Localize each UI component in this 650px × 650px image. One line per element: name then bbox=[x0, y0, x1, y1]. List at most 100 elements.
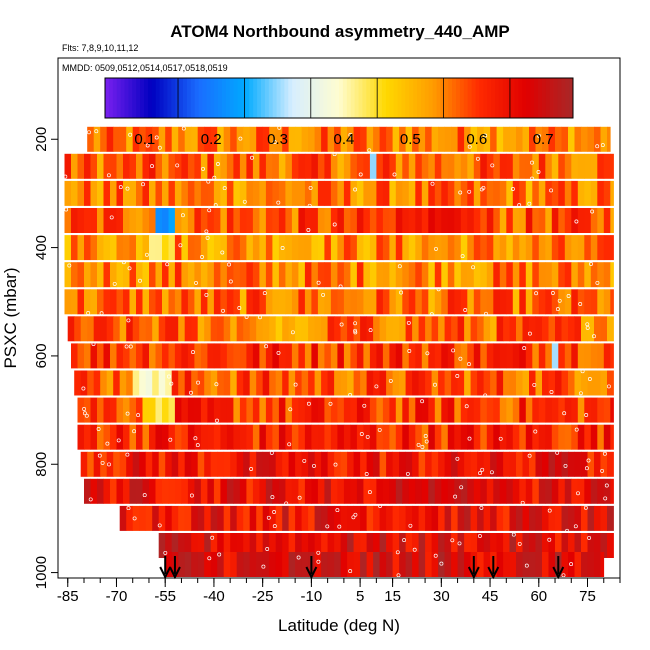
heatmap-cell bbox=[545, 343, 553, 369]
sample-point bbox=[439, 561, 444, 566]
heatmap-cell bbox=[467, 208, 475, 233]
heatmap-cell bbox=[97, 180, 104, 206]
heatmap-cell bbox=[295, 552, 302, 577]
sample-point bbox=[99, 311, 104, 316]
heatmap-cell bbox=[139, 316, 147, 342]
colorbar-segment bbox=[378, 78, 383, 118]
heatmap-cell bbox=[123, 235, 130, 261]
heatmap-cell bbox=[522, 126, 530, 152]
heatmap-cell bbox=[210, 505, 218, 531]
heatmap-cell bbox=[473, 424, 481, 450]
heatmap-cell bbox=[395, 397, 403, 423]
heatmap-cell bbox=[363, 343, 371, 369]
heatmap-cell bbox=[405, 370, 413, 396]
heatmap-cell bbox=[480, 289, 488, 315]
heatmap-cell bbox=[369, 153, 377, 179]
sample-point bbox=[228, 279, 233, 284]
heatmap-cell bbox=[532, 343, 540, 369]
heatmap-cell bbox=[77, 343, 85, 369]
heatmap-cell bbox=[356, 397, 364, 423]
heatmap-cell bbox=[428, 153, 436, 179]
heatmap-cell bbox=[311, 208, 319, 233]
sample-point bbox=[328, 401, 333, 406]
heatmap-cell bbox=[340, 370, 348, 396]
heatmap-cell bbox=[110, 235, 117, 261]
heatmap-cell bbox=[304, 235, 312, 261]
heatmap-cell bbox=[311, 262, 319, 288]
heatmap-cell bbox=[314, 451, 322, 477]
heatmap-cell bbox=[178, 552, 186, 577]
heatmap-cell bbox=[503, 552, 510, 577]
heatmap-cell bbox=[545, 180, 553, 206]
sample-point bbox=[217, 552, 222, 557]
heatmap-cell bbox=[275, 370, 283, 396]
sample-point bbox=[67, 263, 72, 268]
heatmap-cell bbox=[337, 424, 345, 450]
heatmap-cell bbox=[428, 343, 436, 369]
heatmap-cell bbox=[187, 208, 195, 233]
heatmap-cell bbox=[171, 126, 179, 152]
heatmap-cell bbox=[444, 552, 452, 577]
heatmap-cell bbox=[464, 533, 471, 558]
heatmap-cell bbox=[412, 552, 419, 577]
heatmap-cell bbox=[473, 180, 481, 206]
heatmap-cell bbox=[418, 552, 426, 577]
heatmap-cell bbox=[275, 451, 283, 477]
heatmap-cell bbox=[233, 397, 241, 423]
heatmap-cell bbox=[243, 505, 251, 531]
heatmap-cell bbox=[512, 235, 520, 261]
heatmap-cell bbox=[486, 262, 494, 288]
heatmap-cell bbox=[243, 533, 251, 558]
colorbar-segment bbox=[253, 78, 258, 118]
heatmap-cell bbox=[149, 478, 156, 504]
heatmap-cell bbox=[503, 533, 510, 558]
heatmap-cell bbox=[568, 552, 575, 577]
heatmap-cell bbox=[343, 180, 351, 206]
heatmap-cell bbox=[149, 424, 156, 450]
heatmap-cell bbox=[194, 153, 202, 179]
heatmap-cell bbox=[285, 262, 293, 288]
sample-point bbox=[517, 541, 522, 546]
sample-point bbox=[587, 535, 592, 540]
heatmap-cell bbox=[603, 208, 611, 233]
heatmap-cell bbox=[301, 126, 309, 152]
heatmap-cell bbox=[158, 533, 166, 558]
heatmap-cell bbox=[350, 180, 358, 206]
heatmap-cell bbox=[84, 424, 91, 450]
heatmap-cell bbox=[558, 153, 566, 179]
sample-point bbox=[436, 287, 441, 292]
colorbar-segment bbox=[292, 78, 297, 118]
heatmap-cell bbox=[412, 533, 419, 558]
heatmap-cell bbox=[568, 370, 575, 396]
heatmap-cell bbox=[402, 153, 410, 179]
sample-point bbox=[455, 456, 460, 461]
heatmap-cell bbox=[171, 451, 179, 477]
heatmap-cell bbox=[149, 397, 156, 423]
sample-point bbox=[116, 438, 121, 443]
colorbar-segment bbox=[409, 78, 414, 118]
heatmap-cell bbox=[191, 126, 199, 152]
heatmap-cell bbox=[174, 478, 182, 504]
colorbar-segment bbox=[194, 78, 200, 118]
heatmap-cell bbox=[431, 316, 439, 342]
sample-point bbox=[489, 470, 494, 475]
heatmap-cell bbox=[454, 153, 462, 179]
heatmap-cell bbox=[123, 343, 130, 369]
heatmap-cell bbox=[457, 126, 465, 152]
heatmap-cell bbox=[405, 533, 413, 558]
heatmap-cell bbox=[431, 533, 439, 558]
sample-point bbox=[238, 136, 243, 141]
sample-point bbox=[451, 348, 456, 353]
sample-point bbox=[201, 166, 205, 171]
heatmap-cell bbox=[142, 235, 150, 261]
heatmap-cell bbox=[311, 397, 319, 423]
heatmap-cell bbox=[564, 180, 572, 206]
heatmap-cell bbox=[272, 208, 280, 233]
heatmap-cell bbox=[603, 478, 611, 504]
sample-point bbox=[91, 342, 96, 346]
heatmap-cell bbox=[106, 126, 114, 152]
sample-point bbox=[306, 228, 311, 232]
heatmap-cell bbox=[314, 316, 322, 342]
sample-point bbox=[194, 280, 198, 285]
colorbar-segment bbox=[300, 78, 305, 118]
